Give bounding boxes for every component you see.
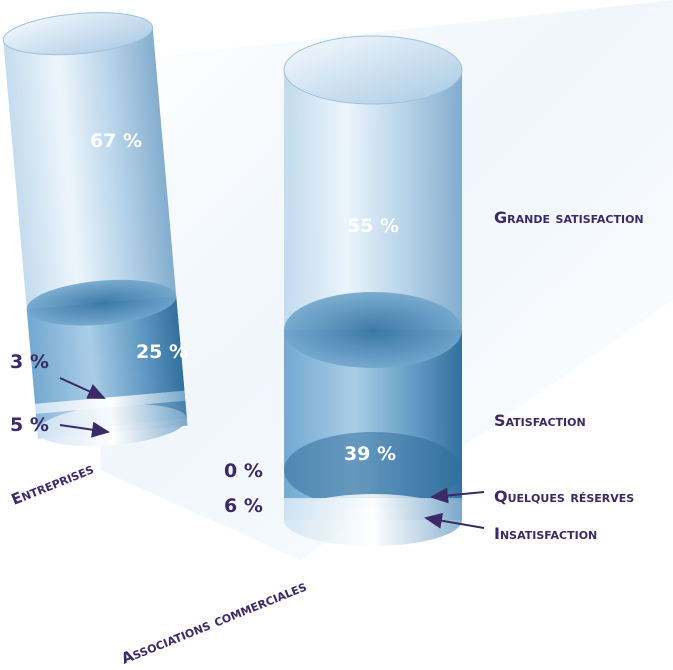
cylinder-entreprises — [2, 12, 188, 447]
cylinder-associations-base — [284, 494, 462, 546]
value-label-entreprises-satisfaction: 25 % — [136, 341, 188, 363]
cylinder-associations — [283, 35, 463, 546]
value-label-entreprises-grande: 67 % — [90, 130, 142, 152]
legend-insatisfaction: Insatisfaction — [494, 524, 597, 543]
cylinder-entreprises-base — [37, 404, 187, 447]
value-label-associations-reserves: 0 % — [224, 460, 263, 482]
cylinder-entreprises-top — [2, 12, 154, 56]
value-label-associations-satisfaction: 39 % — [344, 443, 396, 465]
arrow-insatisfaction — [424, 512, 485, 529]
arrow-entreprises-insatisfaction — [59, 421, 110, 438]
legend-grande-satisfaction: Grande satisfaction — [494, 208, 644, 227]
value-label-entreprises-reserves: 3 % — [10, 351, 49, 373]
arrow-entreprises-reserves — [59, 377, 106, 399]
cylinder-entreprises-liquid-top — [26, 279, 177, 326]
cylinder-associations-top — [283, 35, 463, 105]
cylinder-associations-liquid-top — [284, 292, 462, 368]
cylinder-entreprises-ring-3 — [35, 390, 186, 414]
legend-satisfaction: Satisfaction — [494, 411, 586, 430]
value-label-entreprises-insatisfaction: 5 % — [10, 414, 49, 436]
category-label-associations: Associations commerciales — [119, 577, 309, 668]
legend-quelques-reserves: Quelques réserves — [494, 487, 634, 506]
value-label-associations-grande: 55 % — [347, 215, 399, 237]
cylinder-associations-inner-shadow — [284, 432, 462, 508]
value-label-associations-insatisfaction: 6 % — [224, 495, 263, 517]
category-label-entreprises: Entreprises — [9, 459, 96, 508]
arrow-quelques-reserves — [430, 487, 485, 504]
